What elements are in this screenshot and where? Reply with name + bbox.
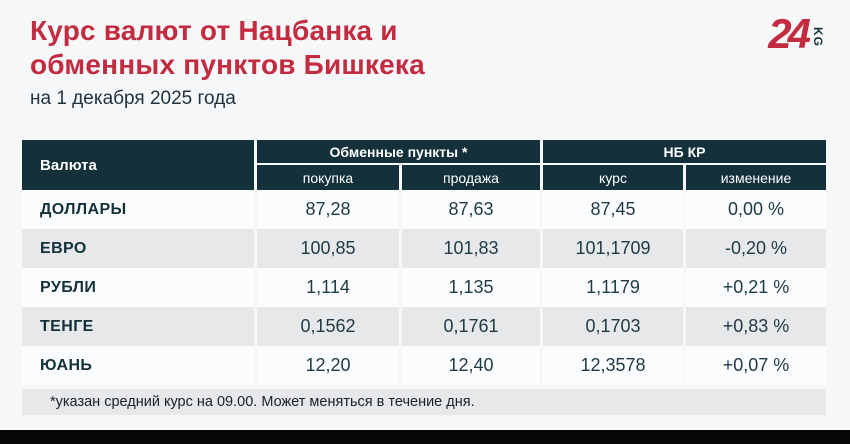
- cell-rubles-rate: 1,1179: [543, 268, 683, 307]
- page-subtitle: на 1 декабря 2025 года: [30, 88, 236, 109]
- cell-euro-name: ЕВРО: [22, 229, 254, 268]
- cell-rubles-name: РУБЛИ: [22, 268, 254, 307]
- cell-dollars-rate: 87,45: [543, 190, 683, 229]
- page-title-line1: Курс валют от Нацбанка и: [30, 15, 398, 46]
- logo-kg-text: KG: [811, 27, 825, 47]
- cell-rubles-buy: 1,114: [257, 268, 399, 307]
- footnote-bar: *указан средний курс на 09.00. Может мен…: [22, 389, 826, 415]
- cell-dollars-buy: 87,28: [257, 190, 399, 229]
- col-header-sell: продажа: [402, 165, 540, 190]
- cell-yuan-change: +0,07 %: [686, 346, 826, 385]
- cell-dollars-change: 0,00 %: [686, 190, 826, 229]
- cell-rubles-change: +0,21 %: [686, 268, 826, 307]
- cell-euro-change: -0,20 %: [686, 229, 826, 268]
- footnote-text: *указан средний курс на 09.00. Может мен…: [50, 394, 475, 410]
- bottom-black-bar: [0, 430, 850, 444]
- group-header-exchange-offices: Обменные пункты *: [257, 140, 540, 165]
- cell-tenge-buy: 0,1562: [257, 307, 399, 346]
- col-header-currency: Валюта: [22, 140, 254, 190]
- cell-dollars-name: ДОЛЛАРЫ: [22, 190, 254, 229]
- cell-tenge-name: ТЕНГЕ: [22, 307, 254, 346]
- cell-euro-buy: 100,85: [257, 229, 399, 268]
- group-header-nbkr: НБ КР: [543, 140, 826, 165]
- cell-euro-rate: 101,1709: [543, 229, 683, 268]
- cell-dollars-sell: 87,63: [402, 190, 540, 229]
- col-header-rate: курс: [543, 165, 683, 190]
- cell-yuan-rate: 12,3578: [543, 346, 683, 385]
- cell-rubles-sell: 1,135: [402, 268, 540, 307]
- logo-24-text: 24: [768, 10, 811, 57]
- col-header-buy: покупка: [257, 165, 399, 190]
- page-title-line2: обменных пунктов Бишкека: [30, 49, 425, 80]
- page-title: Курс валют от Нацбанка и обменных пункто…: [30, 14, 425, 82]
- cell-euro-sell: 101,83: [402, 229, 540, 268]
- logo-24kg: 24 KG: [768, 10, 828, 57]
- cell-yuan-sell: 12,40: [402, 346, 540, 385]
- cell-yuan-buy: 12,20: [257, 346, 399, 385]
- cell-tenge-rate: 0,1703: [543, 307, 683, 346]
- cell-yuan-name: ЮАНЬ: [22, 346, 254, 385]
- cell-tenge-change: +0,83 %: [686, 307, 826, 346]
- col-header-change: изменение: [686, 165, 826, 190]
- exchange-rates-table: Валюта Обменные пункты * НБ КР покупка п…: [22, 140, 826, 385]
- cell-tenge-sell: 0,1761: [402, 307, 540, 346]
